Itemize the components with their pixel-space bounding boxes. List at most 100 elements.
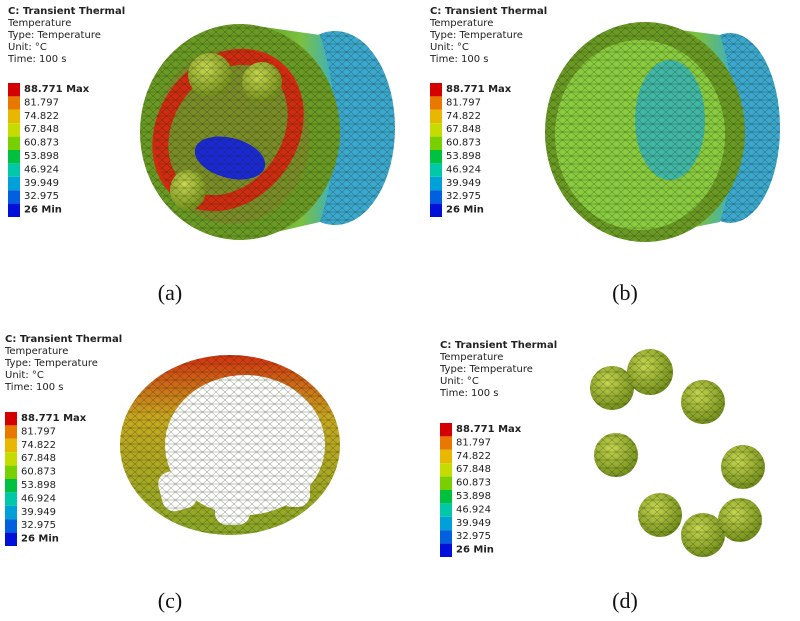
legend-swatch bbox=[430, 109, 442, 124]
model-d bbox=[590, 349, 765, 557]
caption: (b) bbox=[612, 280, 638, 305]
legend-swatch bbox=[440, 543, 452, 557]
legend-label: 39.949 bbox=[456, 518, 491, 529]
legend-swatch bbox=[8, 163, 20, 177]
legend-label: 46.924 bbox=[446, 164, 481, 175]
legend-swatch bbox=[430, 203, 442, 217]
header-title: C: Transient Thermal bbox=[440, 340, 557, 351]
legend-label: 60.873 bbox=[446, 138, 481, 149]
legend-swatch bbox=[440, 449, 452, 464]
header-line: Unit: °C bbox=[430, 42, 469, 53]
model-a bbox=[140, 24, 395, 240]
header-line: Time: 100 s bbox=[7, 54, 67, 65]
header-line: Type: Temperature bbox=[439, 364, 533, 375]
header-line: Temperature bbox=[439, 352, 503, 363]
legend-label: 39.949 bbox=[446, 178, 481, 189]
legend-label: 88.771 Max bbox=[456, 424, 522, 435]
legend-label: 39.949 bbox=[24, 178, 59, 189]
legend-label: 60.873 bbox=[21, 467, 56, 478]
legend-swatch bbox=[440, 476, 452, 490]
legend-swatch bbox=[5, 452, 17, 466]
legend-label: 81.797 bbox=[21, 426, 56, 437]
legend-label: 53.898 bbox=[24, 151, 59, 162]
legend-swatch bbox=[5, 465, 17, 479]
legend-swatch bbox=[8, 176, 20, 191]
legend-label: 88.771 Max bbox=[21, 413, 87, 424]
legend-swatch bbox=[430, 176, 442, 191]
legend-swatch bbox=[430, 150, 442, 164]
legend-label: 81.797 bbox=[456, 437, 491, 448]
header-line: Temperature bbox=[4, 346, 68, 357]
legend-swatch bbox=[5, 479, 17, 493]
legend-swatch bbox=[430, 96, 442, 110]
header-line: Temperature bbox=[429, 18, 493, 29]
legend-swatch bbox=[5, 425, 17, 439]
legend-label: 26 Min bbox=[24, 205, 62, 216]
legend-swatch bbox=[8, 109, 20, 124]
legend-label: 67.848 bbox=[24, 124, 59, 135]
legend-swatch bbox=[5, 532, 17, 546]
legend-label: 81.797 bbox=[446, 97, 481, 108]
legend-swatch bbox=[440, 463, 452, 477]
legend-swatch bbox=[8, 203, 20, 217]
legend-swatch bbox=[8, 96, 20, 110]
legend-label: 60.873 bbox=[24, 138, 59, 149]
legend-swatch bbox=[430, 190, 442, 204]
caption: (a) bbox=[158, 280, 182, 305]
legend-label: 32.975 bbox=[21, 520, 56, 531]
header-line: Time: 100 s bbox=[439, 388, 499, 399]
legend-swatch bbox=[8, 123, 20, 137]
legend-swatch bbox=[5, 438, 17, 453]
legend-label: 88.771 Max bbox=[24, 84, 90, 95]
legend-label: 53.898 bbox=[21, 480, 56, 491]
legend-swatch bbox=[440, 516, 452, 531]
header-line: Temperature bbox=[7, 18, 71, 29]
header-line: Unit: °C bbox=[440, 376, 479, 387]
legend-swatch bbox=[8, 83, 20, 97]
header-line: Type: Temperature bbox=[7, 30, 101, 41]
legend-label: 46.924 bbox=[456, 504, 491, 515]
header-line: Type: Temperature bbox=[4, 358, 98, 369]
legend-label: 32.975 bbox=[456, 531, 491, 542]
header-title: C: Transient Thermal bbox=[8, 6, 125, 17]
legend-label: 46.924 bbox=[24, 164, 59, 175]
legend-swatch bbox=[5, 412, 17, 426]
header-line: Unit: °C bbox=[5, 370, 44, 381]
header-line: Time: 100 s bbox=[429, 54, 489, 65]
legend-label: 26 Min bbox=[446, 205, 484, 216]
legend-label: 74.822 bbox=[24, 111, 59, 122]
legend-label: 32.975 bbox=[24, 191, 59, 202]
legend-label: 81.797 bbox=[24, 97, 59, 108]
legend-label: 67.848 bbox=[456, 464, 491, 475]
legend-swatch bbox=[440, 423, 452, 437]
legend-label: 88.771 Max bbox=[446, 84, 512, 95]
legend-label: 53.898 bbox=[456, 491, 491, 502]
header-line: Type: Temperature bbox=[429, 30, 523, 41]
legend-label: 74.822 bbox=[21, 440, 56, 451]
legend-label: 39.949 bbox=[21, 507, 56, 518]
legend-label: 67.848 bbox=[446, 124, 481, 135]
legend-swatch bbox=[5, 519, 17, 533]
legend-swatch bbox=[5, 505, 17, 520]
model-c bbox=[120, 355, 340, 535]
header-title: C: Transient Thermal bbox=[430, 6, 547, 17]
legend-swatch bbox=[430, 163, 442, 177]
caption: (d) bbox=[612, 588, 638, 613]
legend-swatch bbox=[5, 492, 17, 506]
legend-label: 46.924 bbox=[21, 493, 56, 504]
legend-label: 60.873 bbox=[456, 478, 491, 489]
legend-swatch bbox=[8, 190, 20, 204]
legend-swatch bbox=[8, 136, 20, 150]
header-line: Unit: °C bbox=[8, 42, 47, 53]
legend-label: 53.898 bbox=[446, 151, 481, 162]
legend-label: 26 Min bbox=[21, 534, 59, 545]
legend-label: 32.975 bbox=[446, 191, 481, 202]
header-line: Time: 100 s bbox=[4, 382, 64, 393]
header-title: C: Transient Thermal bbox=[5, 334, 122, 345]
caption: (c) bbox=[158, 588, 182, 613]
legend-label: 74.822 bbox=[456, 451, 491, 462]
legend-swatch bbox=[440, 530, 452, 544]
legend-label: 26 Min bbox=[456, 545, 494, 556]
legend-swatch bbox=[440, 503, 452, 517]
